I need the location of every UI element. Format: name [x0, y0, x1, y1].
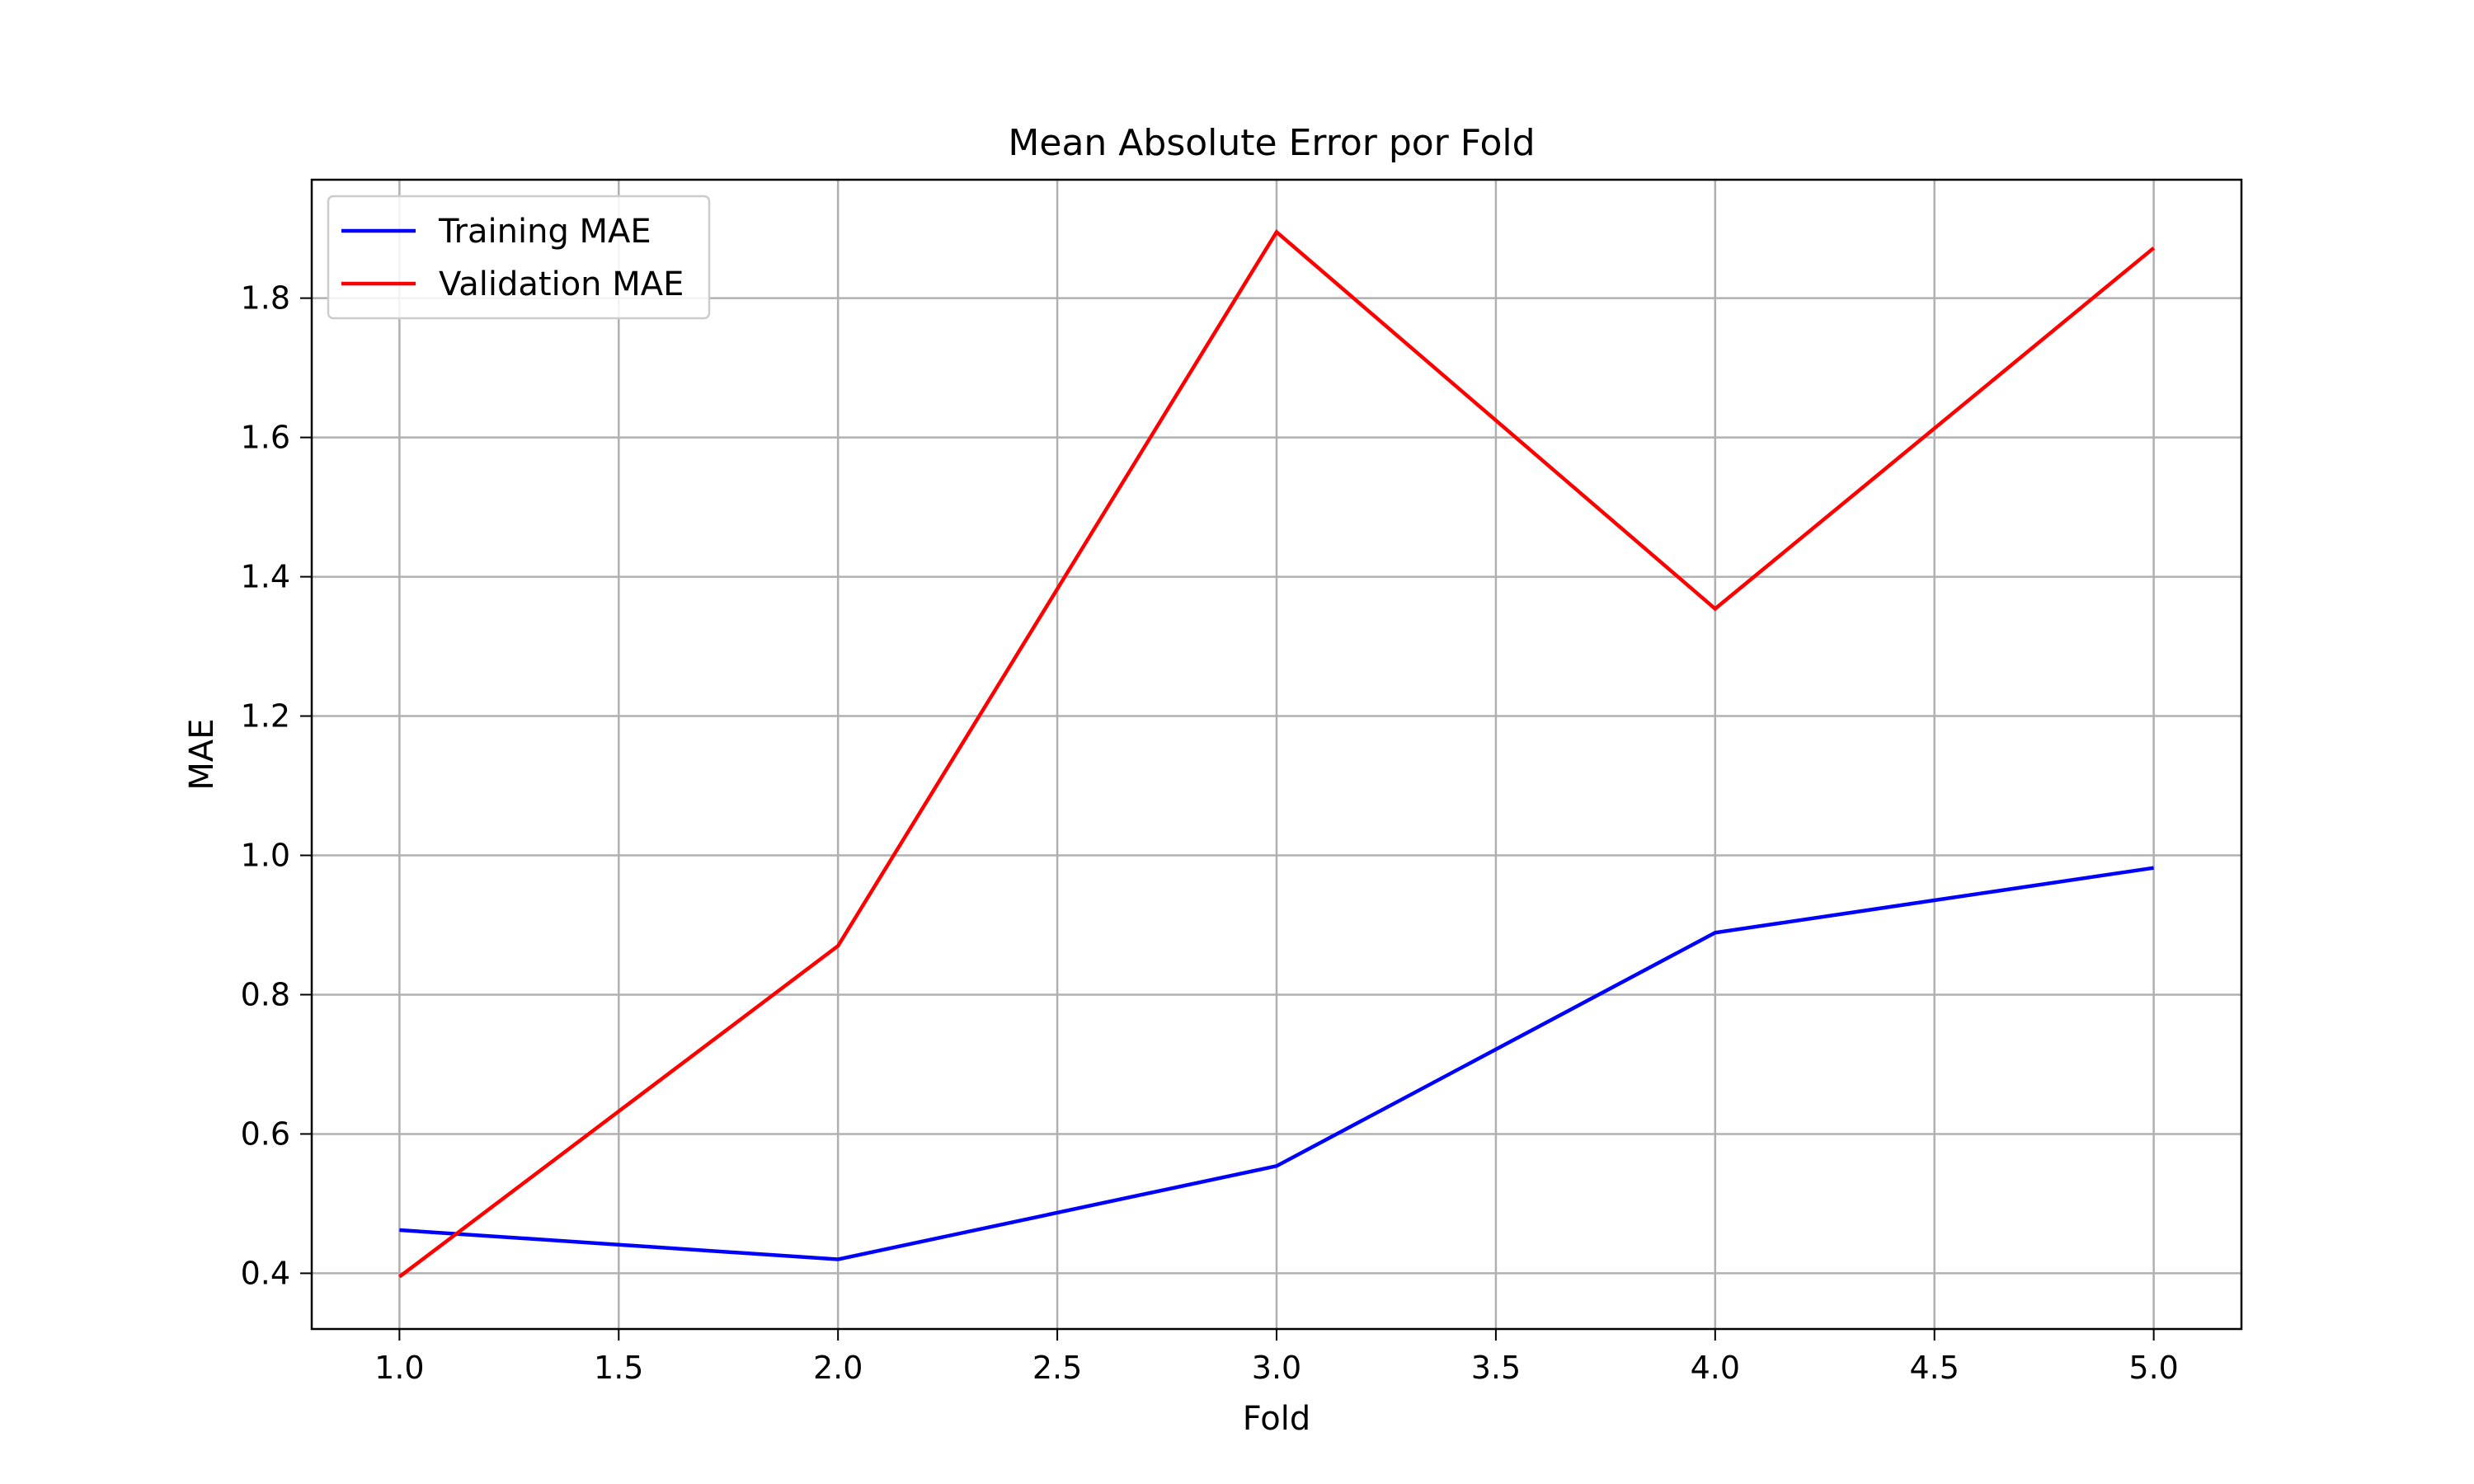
x-tick-label: 1.0: [374, 1350, 424, 1386]
legend-box: [327, 195, 711, 320]
chart-title: Mean Absolute Error por Fold: [1008, 122, 1535, 164]
training-mae-legend-label: Training MAE: [438, 213, 651, 251]
ticks-layer: 1.0 1.5 2.0 2.5 3.0 3.5 4.0 4.5 5.0 0.4 0.6 0.8 1.0 1…: [241, 280, 2179, 1386]
x-tick-label: 5.0: [2128, 1350, 2178, 1386]
x-tick-label: 4.0: [1691, 1350, 1740, 1386]
x-tick-label: 2.5: [1032, 1350, 1082, 1386]
y-tick-label: 0.8: [241, 976, 290, 1012]
y-axis-label: MAE: [183, 718, 221, 790]
y-tick-label: 1.4: [241, 559, 290, 595]
series-layer: [398, 228, 2156, 1279]
legend: Training MAE Validation MAE: [327, 195, 711, 320]
x-tick-label: 3.0: [1252, 1350, 1301, 1386]
y-tick-label: 0.4: [241, 1255, 290, 1291]
validation-mae-legend-label: Validation MAE: [439, 265, 684, 303]
y-tick-label: 0.6: [241, 1115, 290, 1152]
x-tick-label: 4.5: [1910, 1350, 1959, 1386]
y-tick-label: 1.0: [241, 838, 290, 874]
x-tick-label: 3.5: [1471, 1350, 1521, 1386]
x-tick-label: 2.0: [813, 1350, 863, 1386]
y-tick-label: 1.8: [241, 280, 290, 317]
grid-layer: [312, 180, 2241, 1329]
y-tick-label: 1.2: [241, 698, 290, 735]
x-tick-label: 1.5: [594, 1350, 643, 1386]
y-tick-label: 1.6: [241, 420, 290, 456]
x-axis-label: Fold: [1243, 1400, 1311, 1438]
